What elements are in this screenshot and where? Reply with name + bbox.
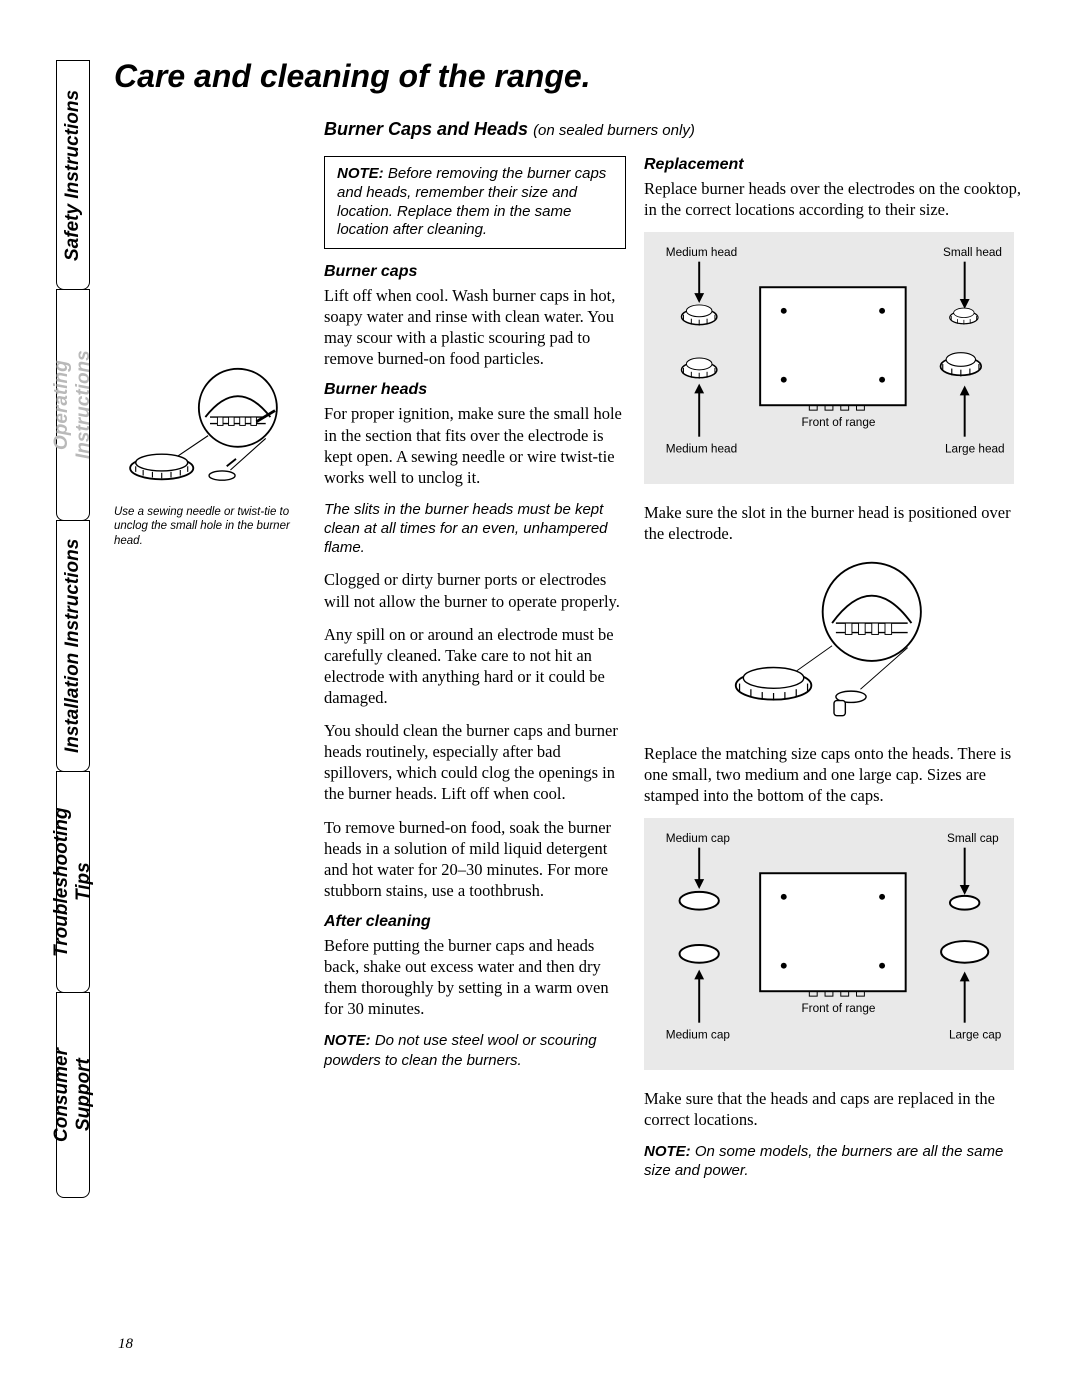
text-slot: Make sure the slot in the burner head is… [644,502,1024,544]
heads-diagram-icon: Medium head Small head Front of r [652,242,1006,468]
text-after: Before putting the burner caps and heads… [324,935,626,1019]
illustration-caption: Use a sewing needle or twist-tie to uncl… [114,505,306,548]
svg-text:Small head: Small head [943,246,1002,259]
tab-troubleshooting[interactable]: Troubleshooting Tips [56,771,90,993]
text-heads-2: Clogged or dirty burner ports or electro… [324,569,626,611]
text-caps: Lift off when cool. Wash burner caps in … [324,285,626,369]
text-heads-3: Any spill on or around an electrode must… [324,624,626,708]
svg-text:Front of range: Front of range [801,1002,875,1015]
burner-hole-illustration: Use a sewing needle or twist-tie to uncl… [114,366,306,548]
svg-text:Large cap: Large cap [949,1028,1002,1041]
heading-burner-caps: Burner caps [324,263,626,281]
tab-operating[interactable]: Operating Instructions [56,289,90,521]
heading-after-cleaning: After cleaning [324,913,626,931]
text-replacement: Replace burner heads over the electrodes… [644,178,1024,220]
heading-burner-heads: Burner heads [324,381,626,399]
note-box: NOTE: Before removing the burner caps an… [324,156,626,249]
electrode-icon [719,557,949,727]
text-after-note: NOTE: Do not use steel wool or scouring … [324,1031,626,1069]
text-final: Make sure that the heads and caps are re… [644,1088,1024,1130]
section-main: Burner Caps and Heads [324,119,533,139]
svg-text:Front of range: Front of range [801,416,875,429]
caps-diagram: Medium cap Small cap Front of range [644,818,1014,1070]
page-number: 18 [118,1336,133,1353]
tab-consumer[interactable]: Consumer Support [56,992,90,1198]
svg-text:Large head: Large head [945,443,1005,456]
left-column: Use a sewing needle or twist-tie to uncl… [114,156,306,1193]
svg-text:Small cap: Small cap [947,832,999,845]
section-sub: (on sealed burners only) [533,122,695,139]
middle-column: NOTE: Before removing the burner caps an… [324,156,626,1193]
svg-text:Medium cap: Medium cap [666,832,731,845]
after-note-label: NOTE: [324,1032,371,1049]
tab-installation[interactable]: Installation Instructions [56,520,90,772]
caps-diagram-icon: Medium cap Small cap Front of range [652,828,1006,1054]
text-final-note: NOTE: On some models, the burners are al… [644,1142,1024,1180]
svg-text:Medium head: Medium head [666,443,737,456]
svg-text:Medium cap: Medium cap [666,1028,731,1041]
burner-hole-icon [114,366,306,496]
section-heading: Burner Caps and Heads (on sealed burners… [324,119,1024,140]
text-heads-1: For proper ignition, make sure the small… [324,403,626,487]
tab-safety[interactable]: Safety Instructions [56,60,90,290]
heading-replacement: Replacement [644,156,1024,174]
side-tabs: Safety Instructions Operating Instructio… [56,60,90,1300]
final-note-label: NOTE: [644,1143,691,1160]
text-caps-replace: Replace the matching size caps onto the … [644,743,1024,806]
electrode-illustration [644,557,1024,727]
content: Care and cleaning of the range. Burner C… [114,58,1024,1193]
heads-diagram: Medium head Small head Front of r [644,232,1014,484]
final-note-text: On some models, the burners are all the … [644,1143,1003,1179]
note-label: NOTE: [337,165,384,182]
manual-page: Safety Instructions Operating Instructio… [0,0,1080,1397]
text-heads-4: You should clean the burner caps and bur… [324,720,626,804]
page-title: Care and cleaning of the range. [114,58,1024,95]
right-column: Replacement Replace burner heads over th… [644,156,1024,1193]
text-heads-ital: The slits in the burner heads must be ke… [324,500,626,558]
text-heads-5: To remove burned-on food, soak the burne… [324,817,626,901]
svg-text:Medium head: Medium head [666,246,737,259]
